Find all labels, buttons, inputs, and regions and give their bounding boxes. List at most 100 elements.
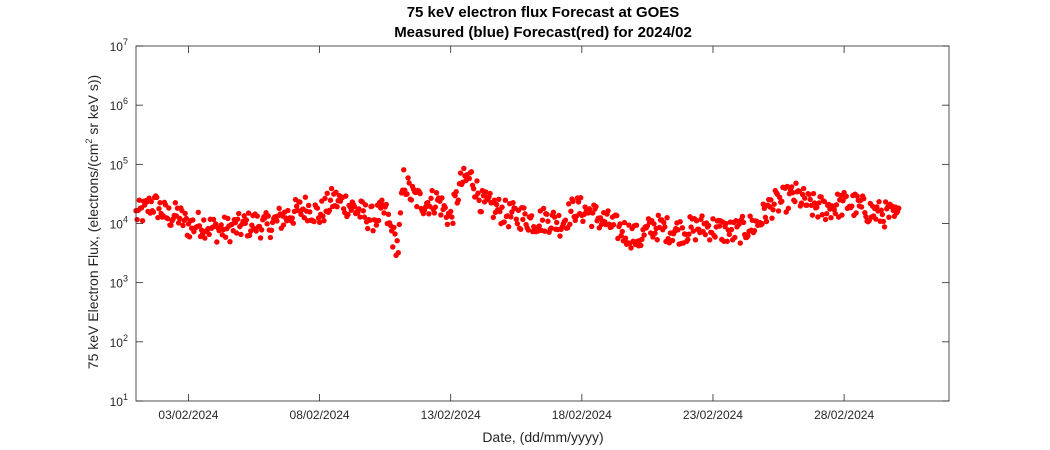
forecast-point: [361, 214, 368, 220]
x-axis-label: Date, (dd/mm/yyyy): [482, 429, 603, 445]
forecast-point: [238, 231, 244, 238]
forecast-point: [369, 203, 375, 209]
forecast-point: [525, 227, 531, 233]
forecast-point: [206, 231, 212, 238]
forecast-point: [633, 222, 640, 228]
forecast-point: [593, 203, 599, 210]
forecast-point: [739, 213, 746, 220]
forecast-point: [712, 234, 718, 240]
forecast-point: [496, 196, 502, 202]
forecast-point: [225, 215, 231, 222]
y-tick-base: 10: [110, 158, 124, 172]
forecast-point: [243, 217, 250, 223]
forecast-point: [675, 227, 681, 233]
forecast-point: [562, 217, 569, 223]
forecast-point: [582, 204, 588, 210]
forecast-point: [792, 198, 798, 205]
forecast-point: [320, 213, 326, 219]
forecast-point: [497, 208, 503, 215]
forecast-point: [155, 214, 161, 221]
forecast-point: [257, 235, 264, 241]
forecast-point: [873, 216, 879, 222]
forecast-point: [385, 211, 392, 218]
forecast-point: [793, 180, 799, 186]
x-tick-label: 23/02/2024: [683, 408, 743, 422]
forecast-point: [218, 222, 224, 228]
forecast-point: [655, 212, 662, 218]
forecast-point: [295, 207, 301, 214]
forecast-point: [639, 236, 645, 243]
forecast-point: [234, 216, 241, 222]
forecast-point: [316, 219, 323, 226]
forecast-point: [661, 219, 667, 226]
forecast-point: [751, 228, 758, 234]
forecast-point: [617, 221, 623, 227]
y-axis-label-tail: sr keV s)): [85, 75, 101, 139]
y-tick-base: 10: [110, 336, 124, 350]
forecast-point: [426, 211, 432, 217]
y-tick-label: 104: [110, 215, 128, 232]
forecast-point: [692, 237, 699, 243]
forecast-point: [168, 222, 174, 228]
forecast-point: [740, 219, 747, 226]
forecast-point: [136, 197, 142, 203]
forecast-point: [775, 208, 782, 214]
forecast-point: [314, 205, 321, 211]
forecast-point: [790, 189, 796, 196]
forecast-point: [568, 208, 574, 215]
forecast-point: [233, 230, 240, 236]
forecast-point: [686, 231, 692, 237]
forecast-point: [702, 231, 709, 238]
y-tick-label: 105: [110, 155, 128, 172]
forecast-point: [858, 204, 865, 210]
y-axis-label: 75 keV Electron Flux, (electrons/(cm2 sr…: [84, 75, 101, 369]
forecast-point: [652, 230, 658, 236]
forecast-point: [685, 236, 691, 243]
forecast-point: [575, 199, 582, 205]
forecast-point: [362, 202, 369, 208]
forecast-point: [618, 232, 624, 239]
forecast-point: [364, 225, 371, 232]
forecast-point: [688, 224, 694, 230]
forecast-point: [769, 215, 775, 221]
forecast-point: [745, 233, 751, 239]
forecast-point: [610, 222, 617, 228]
forecast-point: [816, 200, 822, 206]
forecast-point: [570, 198, 576, 204]
forecast-point: [227, 238, 233, 245]
forecast-point: [662, 224, 668, 230]
forecast-point: [638, 242, 644, 249]
forecast-point: [154, 194, 160, 201]
y-tick-exponent: 4: [123, 215, 128, 225]
forecast-point: [360, 208, 366, 214]
forecast-point: [487, 190, 493, 197]
forecast-point: [839, 212, 845, 218]
forecast-point: [545, 218, 551, 224]
forecast-point: [345, 211, 351, 218]
forecast-point: [254, 213, 260, 219]
forecast-point: [401, 167, 407, 173]
forecast-point: [289, 215, 295, 221]
forecast-point: [298, 211, 304, 218]
forecast-point: [521, 205, 527, 211]
forecast-point: [450, 220, 456, 227]
forecast-point: [285, 207, 291, 214]
forecast-point: [626, 222, 632, 228]
forecast-point: [453, 189, 459, 195]
forecast-point: [699, 213, 705, 219]
forecast-point: [588, 223, 595, 230]
forecast-point: [468, 169, 475, 175]
forecast-point: [166, 205, 172, 211]
forecast-point: [539, 217, 546, 223]
y-axis-label-superscript: 2: [84, 139, 94, 144]
data-points: [133, 165, 902, 259]
forecast-point: [196, 223, 203, 229]
forecast-point: [431, 210, 438, 216]
x-axis-ticks: 03/02/2024 08/02/2024 13/02/2024 18/02/2024…: [158, 46, 874, 422]
forecast-point: [879, 211, 886, 218]
forecast-point: [404, 191, 410, 197]
forecast-point: [536, 223, 542, 229]
forecast-point: [414, 203, 420, 210]
